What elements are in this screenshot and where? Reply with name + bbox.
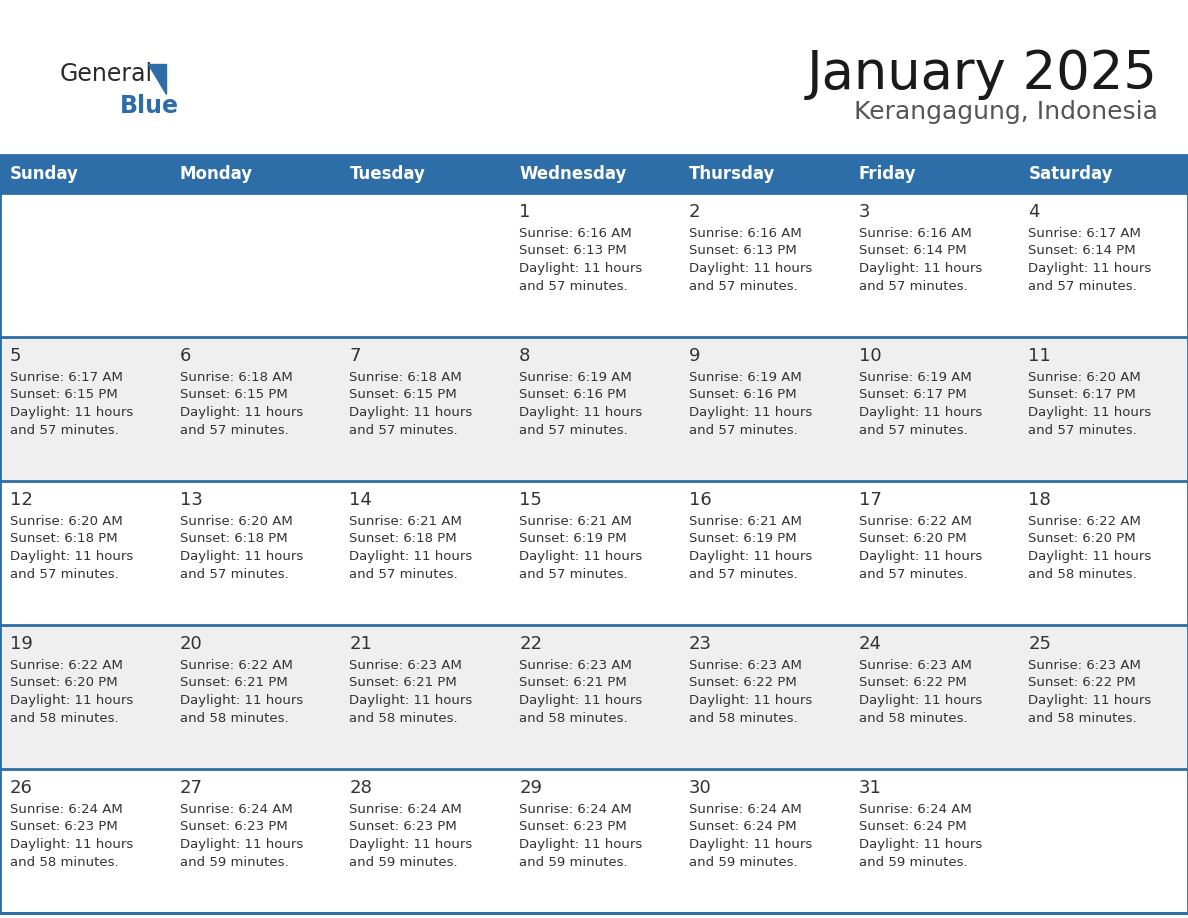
Text: 6: 6 (179, 347, 191, 365)
Text: Sunday: Sunday (10, 165, 78, 183)
Text: 13: 13 (179, 491, 203, 509)
Bar (0, 337, 1188, 481)
Text: 31: 31 (859, 779, 881, 797)
Text: Sunrise: 6:22 AM
Sunset: 6:20 PM
Daylight: 11 hours
and 58 minutes.: Sunrise: 6:22 AM Sunset: 6:20 PM Dayligh… (10, 659, 133, 724)
Text: Sunrise: 6:24 AM
Sunset: 6:23 PM
Daylight: 11 hours
and 59 minutes.: Sunrise: 6:24 AM Sunset: 6:23 PM Dayligh… (179, 803, 303, 868)
Text: 2: 2 (689, 203, 701, 221)
Text: 8: 8 (519, 347, 531, 365)
Text: 9: 9 (689, 347, 701, 365)
Text: Blue: Blue (120, 94, 179, 118)
Text: Sunrise: 6:16 AM
Sunset: 6:13 PM
Daylight: 11 hours
and 57 minutes.: Sunrise: 6:16 AM Sunset: 6:13 PM Dayligh… (689, 227, 813, 293)
Text: Sunrise: 6:22 AM
Sunset: 6:20 PM
Daylight: 11 hours
and 57 minutes.: Sunrise: 6:22 AM Sunset: 6:20 PM Dayligh… (859, 515, 981, 580)
Text: General: General (61, 62, 153, 86)
Text: Sunrise: 6:21 AM
Sunset: 6:18 PM
Daylight: 11 hours
and 57 minutes.: Sunrise: 6:21 AM Sunset: 6:18 PM Dayligh… (349, 515, 473, 580)
Text: Sunrise: 6:20 AM
Sunset: 6:18 PM
Daylight: 11 hours
and 57 minutes.: Sunrise: 6:20 AM Sunset: 6:18 PM Dayligh… (179, 515, 303, 580)
Bar (0, 481, 1188, 625)
Text: Sunrise: 6:22 AM
Sunset: 6:20 PM
Daylight: 11 hours
and 58 minutes.: Sunrise: 6:22 AM Sunset: 6:20 PM Dayligh… (1029, 515, 1151, 580)
Bar (0, 193, 1188, 337)
Text: 29: 29 (519, 779, 542, 797)
Text: 20: 20 (179, 635, 202, 653)
Text: Sunrise: 6:18 AM
Sunset: 6:15 PM
Daylight: 11 hours
and 57 minutes.: Sunrise: 6:18 AM Sunset: 6:15 PM Dayligh… (179, 371, 303, 436)
Text: Tuesday: Tuesday (349, 165, 425, 183)
Text: Sunrise: 6:17 AM
Sunset: 6:14 PM
Daylight: 11 hours
and 57 minutes.: Sunrise: 6:17 AM Sunset: 6:14 PM Dayligh… (1029, 227, 1151, 293)
Text: 24: 24 (859, 635, 881, 653)
Text: Sunrise: 6:19 AM
Sunset: 6:16 PM
Daylight: 11 hours
and 57 minutes.: Sunrise: 6:19 AM Sunset: 6:16 PM Dayligh… (519, 371, 643, 436)
Bar (0, 769, 1188, 913)
Text: 3: 3 (859, 203, 870, 221)
Text: Sunrise: 6:20 AM
Sunset: 6:18 PM
Daylight: 11 hours
and 57 minutes.: Sunrise: 6:20 AM Sunset: 6:18 PM Dayligh… (10, 515, 133, 580)
Text: Sunrise: 6:23 AM
Sunset: 6:22 PM
Daylight: 11 hours
and 58 minutes.: Sunrise: 6:23 AM Sunset: 6:22 PM Dayligh… (859, 659, 981, 724)
Text: 4: 4 (1029, 203, 1040, 221)
Text: 16: 16 (689, 491, 712, 509)
Text: 27: 27 (179, 779, 203, 797)
Text: Sunrise: 6:23 AM
Sunset: 6:22 PM
Daylight: 11 hours
and 58 minutes.: Sunrise: 6:23 AM Sunset: 6:22 PM Dayligh… (1029, 659, 1151, 724)
Text: 5: 5 (10, 347, 21, 365)
Text: 26: 26 (10, 779, 33, 797)
Bar (170, 155, 340, 193)
Text: 15: 15 (519, 491, 542, 509)
Polygon shape (148, 64, 166, 94)
Text: 17: 17 (859, 491, 881, 509)
Text: Wednesday: Wednesday (519, 165, 626, 183)
Text: Sunrise: 6:22 AM
Sunset: 6:21 PM
Daylight: 11 hours
and 58 minutes.: Sunrise: 6:22 AM Sunset: 6:21 PM Dayligh… (179, 659, 303, 724)
Text: Saturday: Saturday (1029, 165, 1113, 183)
Text: Sunrise: 6:24 AM
Sunset: 6:23 PM
Daylight: 11 hours
and 59 minutes.: Sunrise: 6:24 AM Sunset: 6:23 PM Dayligh… (519, 803, 643, 868)
Text: Sunrise: 6:19 AM
Sunset: 6:16 PM
Daylight: 11 hours
and 57 minutes.: Sunrise: 6:19 AM Sunset: 6:16 PM Dayligh… (689, 371, 813, 436)
Text: Sunrise: 6:23 AM
Sunset: 6:22 PM
Daylight: 11 hours
and 58 minutes.: Sunrise: 6:23 AM Sunset: 6:22 PM Dayligh… (689, 659, 813, 724)
Bar (678, 155, 848, 193)
Text: Sunrise: 6:16 AM
Sunset: 6:14 PM
Daylight: 11 hours
and 57 minutes.: Sunrise: 6:16 AM Sunset: 6:14 PM Dayligh… (859, 227, 981, 293)
Text: Sunrise: 6:24 AM
Sunset: 6:24 PM
Daylight: 11 hours
and 59 minutes.: Sunrise: 6:24 AM Sunset: 6:24 PM Dayligh… (689, 803, 813, 868)
Bar (0, 155, 170, 193)
Text: 7: 7 (349, 347, 361, 365)
Bar (1018, 155, 1188, 193)
Text: Monday: Monday (179, 165, 253, 183)
Bar (0, 625, 1188, 769)
Text: Sunrise: 6:16 AM
Sunset: 6:13 PM
Daylight: 11 hours
and 57 minutes.: Sunrise: 6:16 AM Sunset: 6:13 PM Dayligh… (519, 227, 643, 293)
Text: Sunrise: 6:21 AM
Sunset: 6:19 PM
Daylight: 11 hours
and 57 minutes.: Sunrise: 6:21 AM Sunset: 6:19 PM Dayligh… (519, 515, 643, 580)
Text: 10: 10 (859, 347, 881, 365)
Text: Sunrise: 6:20 AM
Sunset: 6:17 PM
Daylight: 11 hours
and 57 minutes.: Sunrise: 6:20 AM Sunset: 6:17 PM Dayligh… (1029, 371, 1151, 436)
Text: 14: 14 (349, 491, 372, 509)
Bar (510, 155, 678, 193)
Text: 28: 28 (349, 779, 372, 797)
Text: 30: 30 (689, 779, 712, 797)
Text: 11: 11 (1029, 347, 1051, 365)
Text: 12: 12 (10, 491, 33, 509)
Text: Sunrise: 6:24 AM
Sunset: 6:23 PM
Daylight: 11 hours
and 58 minutes.: Sunrise: 6:24 AM Sunset: 6:23 PM Dayligh… (10, 803, 133, 868)
Text: 21: 21 (349, 635, 372, 653)
Bar (0, 155, 1188, 913)
Text: Sunrise: 6:19 AM
Sunset: 6:17 PM
Daylight: 11 hours
and 57 minutes.: Sunrise: 6:19 AM Sunset: 6:17 PM Dayligh… (859, 371, 981, 436)
Bar (848, 155, 1018, 193)
Text: Kerangagung, Indonesia: Kerangagung, Indonesia (854, 100, 1158, 124)
Text: 19: 19 (10, 635, 33, 653)
Text: Sunrise: 6:17 AM
Sunset: 6:15 PM
Daylight: 11 hours
and 57 minutes.: Sunrise: 6:17 AM Sunset: 6:15 PM Dayligh… (10, 371, 133, 436)
Text: 1: 1 (519, 203, 531, 221)
Text: 23: 23 (689, 635, 712, 653)
Text: January 2025: January 2025 (807, 48, 1158, 100)
Text: 22: 22 (519, 635, 542, 653)
Text: Friday: Friday (859, 165, 916, 183)
Text: Sunrise: 6:23 AM
Sunset: 6:21 PM
Daylight: 11 hours
and 58 minutes.: Sunrise: 6:23 AM Sunset: 6:21 PM Dayligh… (519, 659, 643, 724)
Text: Sunrise: 6:24 AM
Sunset: 6:24 PM
Daylight: 11 hours
and 59 minutes.: Sunrise: 6:24 AM Sunset: 6:24 PM Dayligh… (859, 803, 981, 868)
Bar (340, 155, 510, 193)
Text: Sunrise: 6:24 AM
Sunset: 6:23 PM
Daylight: 11 hours
and 59 minutes.: Sunrise: 6:24 AM Sunset: 6:23 PM Dayligh… (349, 803, 473, 868)
Text: Sunrise: 6:21 AM
Sunset: 6:19 PM
Daylight: 11 hours
and 57 minutes.: Sunrise: 6:21 AM Sunset: 6:19 PM Dayligh… (689, 515, 813, 580)
Text: 25: 25 (1029, 635, 1051, 653)
Text: Sunrise: 6:18 AM
Sunset: 6:15 PM
Daylight: 11 hours
and 57 minutes.: Sunrise: 6:18 AM Sunset: 6:15 PM Dayligh… (349, 371, 473, 436)
Text: Sunrise: 6:23 AM
Sunset: 6:21 PM
Daylight: 11 hours
and 58 minutes.: Sunrise: 6:23 AM Sunset: 6:21 PM Dayligh… (349, 659, 473, 724)
Text: 18: 18 (1029, 491, 1051, 509)
Text: Thursday: Thursday (689, 165, 776, 183)
